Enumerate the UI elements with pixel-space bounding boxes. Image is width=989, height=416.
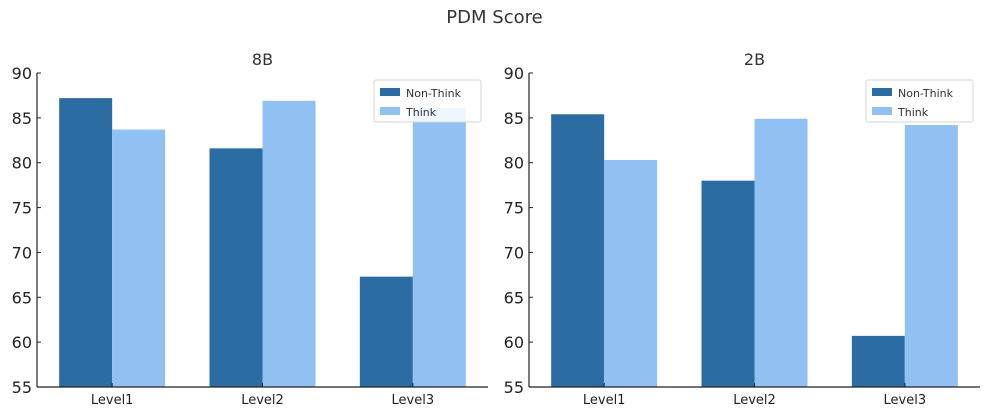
y-tick-label: 60 xyxy=(504,333,524,352)
y-tick-label: 65 xyxy=(504,288,524,307)
bar-think-level3 xyxy=(412,107,466,387)
y-tick-label: 60 xyxy=(12,333,32,352)
y-tick-label: 55 xyxy=(504,378,524,397)
y-tick-label: 90 xyxy=(12,64,32,83)
y-tick-label: 65 xyxy=(12,288,32,307)
x-tick-label: Level1 xyxy=(583,393,626,408)
bar-non-think-level3 xyxy=(851,335,905,387)
legend: Non-Think Think xyxy=(865,79,974,123)
bar-non-think-level1 xyxy=(59,98,113,388)
legend-swatch xyxy=(872,107,892,115)
y-tick-label: 70 xyxy=(504,243,524,262)
chart-panel-2b: 2B 55 60 65 70 75 80 85 90 Level1 Level2 Level3 Non-… xyxy=(504,50,980,408)
x-tick-label: Level1 xyxy=(91,393,134,408)
legend-label: Think xyxy=(405,106,437,119)
panel-title: 2B xyxy=(744,50,765,69)
legend-label: Think xyxy=(897,106,929,119)
legend-label: Non-Think xyxy=(898,87,954,100)
y-tick-label: 70 xyxy=(12,243,32,262)
legend-swatch xyxy=(380,88,400,96)
y-tick-label: 85 xyxy=(12,109,32,128)
bar-think-level1 xyxy=(604,160,658,387)
legend-swatch xyxy=(872,88,892,96)
bar-think-level3 xyxy=(904,125,958,387)
legend-box xyxy=(373,79,482,123)
bar-think-level2 xyxy=(262,100,316,387)
bar-think-level2 xyxy=(754,118,808,388)
bar-non-think-level3 xyxy=(359,276,413,387)
bar-non-think-level2 xyxy=(209,148,263,387)
legend-box xyxy=(865,79,974,123)
x-tick-label: Level3 xyxy=(392,393,435,408)
x-tick-label: Level2 xyxy=(241,393,284,408)
legend-label: Non-Think xyxy=(406,87,462,100)
legend-swatch xyxy=(380,107,400,115)
bar-think-level1 xyxy=(112,129,166,387)
y-tick-label: 90 xyxy=(504,64,524,83)
figure-title: PDM Score xyxy=(446,7,543,28)
bar-non-think-level1 xyxy=(551,114,605,388)
y-tick-label: 80 xyxy=(504,154,524,173)
y-tick-label: 85 xyxy=(504,109,524,128)
y-tick-label: 75 xyxy=(504,199,524,218)
panel-title: 8B xyxy=(252,50,273,69)
x-tick-label: Level2 xyxy=(733,393,776,408)
legend: Non-Think Think xyxy=(373,79,482,123)
y-tick-label: 55 xyxy=(12,378,32,397)
y-tick-label: 80 xyxy=(12,154,32,173)
chart-panel-8b: 8B 55 60 65 70 75 80 85 90 Level1 Level2 Level3 Non-… xyxy=(12,50,488,408)
y-tick-label: 75 xyxy=(12,199,32,218)
x-tick-label: Level3 xyxy=(884,393,927,408)
bar-non-think-level2 xyxy=(701,180,755,387)
